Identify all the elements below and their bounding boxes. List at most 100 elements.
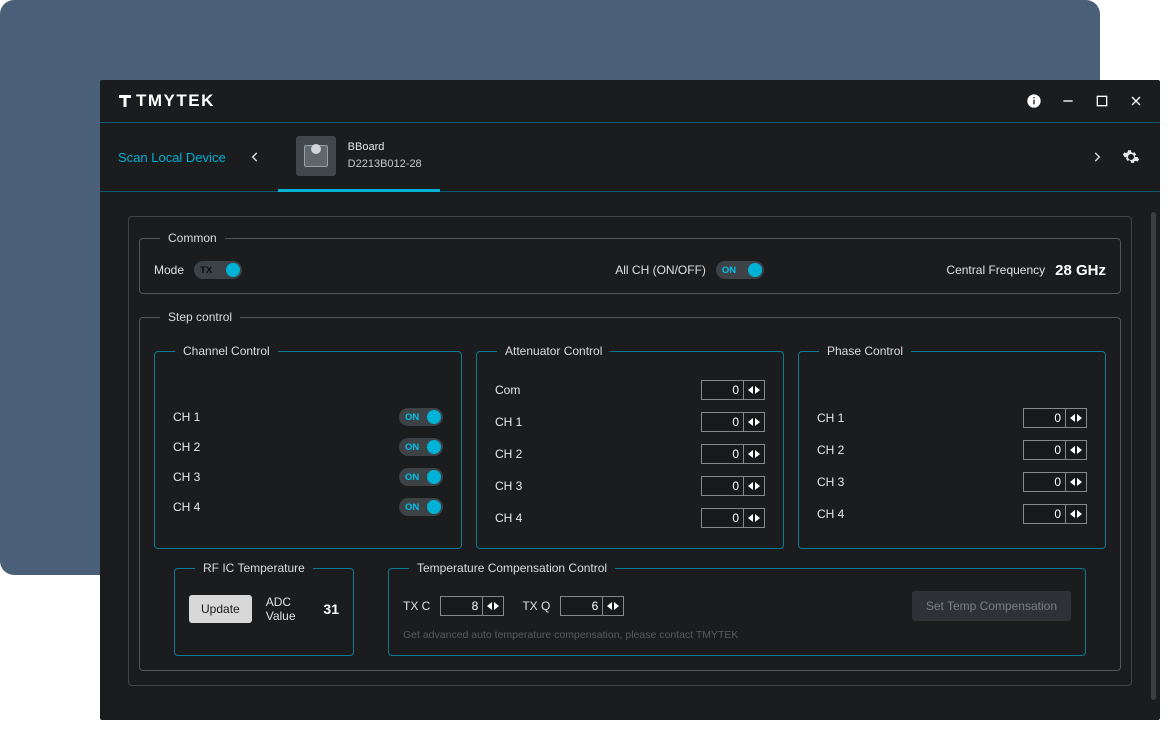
titlebar: TMYTEK [100,80,1160,122]
device-bar: Scan Local Device BBoard D2213B012-28 [100,122,1160,192]
maximize-icon[interactable] [1094,93,1110,109]
common-group: Common Mode TX All CH (ON/OFF) ON [139,231,1121,294]
info-icon[interactable] [1026,93,1042,109]
brand-logo: TMYTEK [116,91,215,111]
stepper-arrows-icon[interactable] [1065,440,1087,460]
attenuator-input[interactable] [701,476,743,496]
adc-value: 31 [323,601,339,617]
txc-input[interactable] [440,596,482,616]
phase-control-legend: Phase Control [819,344,911,358]
app-window: TMYTEK Scan Local Device BBoard [100,80,1160,720]
channel-row: CH 3 ON [169,462,447,492]
attenuator-input[interactable] [701,444,743,464]
stepper-arrows-icon[interactable] [743,508,765,528]
attenuator-row: CH 3 [491,470,769,502]
phase-label: CH 1 [817,411,844,425]
attenuator-stepper[interactable] [701,476,765,496]
txq-input[interactable] [560,596,602,616]
central-frequency-value: 28 GHz [1055,262,1106,279]
common-legend: Common [160,231,225,245]
channel-control-group: Channel Control CH 1ONCH 2ONCH 3ONCH 4ON [154,344,462,549]
device-name: BBoard [348,139,422,156]
mode-toggle[interactable]: TX [194,261,242,279]
phase-input[interactable] [1023,472,1065,492]
txq-stepper[interactable] [560,596,624,616]
set-temp-compensation-button[interactable]: Set Temp Compensation [912,591,1071,621]
phase-label: CH 3 [817,475,844,489]
attenuator-input[interactable] [701,508,743,528]
gear-icon[interactable] [1120,146,1142,168]
channel-toggle[interactable]: ON [399,408,443,426]
stepper-arrows-icon[interactable] [743,476,765,496]
phase-stepper[interactable] [1023,408,1087,428]
attenuator-stepper[interactable] [701,444,765,464]
all-ch-label: All CH (ON/OFF) [615,263,706,277]
update-button[interactable]: Update [189,595,252,623]
central-frequency-label: Central Frequency [946,263,1045,277]
attenuator-stepper[interactable] [701,508,765,528]
channel-row: CH 4ON [169,492,447,522]
attenuator-input[interactable] [701,412,743,432]
attenuator-stepper[interactable] [701,412,765,432]
main-panel: Common Mode TX All CH (ON/OFF) ON [100,192,1160,720]
channel-toggle-value: ON [405,472,419,483]
channel-row: CH 1ON [169,402,447,432]
adc-value-label: ADC Value [266,595,306,623]
attenuator-row: CH 4 [491,502,769,534]
attenuator-label: CH 1 [495,415,522,429]
attenuator-control-legend: Attenuator Control [497,344,610,358]
mode-toggle-value: TX [200,265,212,276]
channel-toggle[interactable]: ON [399,498,443,516]
mode-label: Mode [154,263,184,277]
close-icon[interactable] [1128,93,1144,109]
attenuator-stepper[interactable] [701,380,765,400]
phase-row: CH 2 [813,434,1091,466]
attenuator-row: CH 1 [491,406,769,438]
temperature-compensation-group: Temperature Compensation Control TX C TX… [388,561,1086,656]
phase-input[interactable] [1023,440,1065,460]
channel-toggle[interactable]: ON [399,468,443,486]
txc-arrows-icon[interactable] [482,596,504,616]
minimize-icon[interactable] [1060,93,1076,109]
stepper-arrows-icon[interactable] [743,380,765,400]
stepper-arrows-icon[interactable] [1065,472,1087,492]
attenuator-input[interactable] [701,380,743,400]
attenuator-label: CH 4 [495,511,522,525]
txc-label: TX C [403,599,430,613]
device-tab[interactable]: BBoard D2213B012-28 [278,122,440,192]
attenuator-row: Com [491,374,769,406]
stepper-arrows-icon[interactable] [743,444,765,464]
txq-label: TX Q [522,599,550,613]
phase-stepper[interactable] [1023,504,1087,524]
stepper-arrows-icon[interactable] [1065,504,1087,524]
phase-input[interactable] [1023,408,1065,428]
brand-mark-icon [116,92,134,110]
scan-local-device-link[interactable]: Scan Local Device [118,150,244,165]
txc-stepper[interactable] [440,596,504,616]
stepper-arrows-icon[interactable] [743,412,765,432]
phase-row: CH 4 [813,498,1091,530]
phase-row: CH 1 [813,402,1091,434]
channel-toggle-value: ON [405,412,419,423]
step-control-group: Step control Channel Control CH 1ONCH 2O… [139,310,1121,671]
channel-toggle-value: ON [405,502,419,513]
chevron-left-icon[interactable] [244,146,266,168]
phase-stepper[interactable] [1023,440,1087,460]
channel-label: CH 3 [173,470,200,484]
phase-input[interactable] [1023,504,1065,524]
phase-control-group: Phase Control CH 1 CH 2 CH 3 CH 4 [798,344,1106,549]
channel-row: CH 2ON [169,432,447,462]
attenuator-row: CH 2 [491,438,769,470]
all-ch-toggle-value: ON [722,265,736,276]
device-thumbnail-icon [296,136,336,176]
stepper-arrows-icon[interactable] [1065,408,1087,428]
phase-stepper[interactable] [1023,472,1087,492]
phase-row: CH 3 [813,466,1091,498]
phase-label: CH 4 [817,507,844,521]
txq-arrows-icon[interactable] [602,596,624,616]
all-ch-toggle[interactable]: ON [716,261,764,279]
temperature-compensation-legend: Temperature Compensation Control [409,561,615,575]
chevron-right-icon[interactable] [1086,146,1108,168]
channel-toggle[interactable]: ON [399,438,443,456]
rf-ic-temperature-legend: RF IC Temperature [195,561,313,575]
